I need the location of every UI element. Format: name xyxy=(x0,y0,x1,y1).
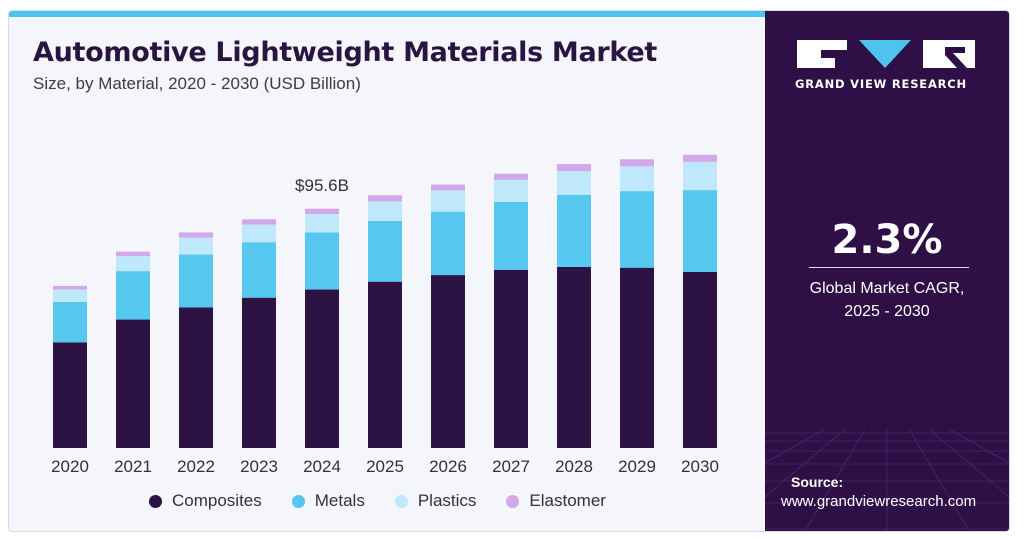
bar-elastomer-2028 xyxy=(557,164,591,172)
bar-elastomer-2021 xyxy=(116,251,150,257)
bar-plastics-2027 xyxy=(494,179,528,202)
bar-metals-2021 xyxy=(116,271,150,320)
legend-item-metals: Metals xyxy=(291,491,365,511)
bar-metals-2027 xyxy=(494,201,528,270)
bar-plastics-2028 xyxy=(557,171,591,195)
bar-metals-2029 xyxy=(620,191,654,268)
bar-elastomer-2026 xyxy=(431,184,465,191)
bar-elastomer-2020 xyxy=(53,285,87,290)
x-tick-label-2026: 2026 xyxy=(429,457,467,476)
x-tick-label-2023: 2023 xyxy=(240,457,278,476)
x-tick-label-2022: 2022 xyxy=(177,457,215,476)
x-tick-label-2020: 2020 xyxy=(51,457,89,476)
chart-subtitle: Size, by Material, 2020 - 2030 (USD Bill… xyxy=(33,74,361,93)
bar-plastics-2020 xyxy=(53,289,87,302)
source-title: Source: xyxy=(791,474,844,490)
bar-plastics-2030 xyxy=(683,161,717,191)
bar-composites-2023 xyxy=(242,297,276,448)
bar-metals-2030 xyxy=(683,190,717,272)
bar-composites-2027 xyxy=(494,269,528,448)
legend-swatch xyxy=(394,494,408,508)
chart-title: Automotive Lightweight Materials Market xyxy=(33,37,657,68)
x-tick-label-2027: 2027 xyxy=(492,457,530,476)
bar-elastomer-2030 xyxy=(683,154,717,162)
bar-plastics-2023 xyxy=(242,224,276,243)
bar-composites-2030 xyxy=(683,271,717,448)
bar-metals-2025 xyxy=(368,220,402,282)
side-panel: GRAND VIEW RESEARCH 2.3% Global Market C… xyxy=(765,11,1009,531)
chart-legend: Composites Metals Plastics Elastomer xyxy=(149,489,606,513)
bar-elastomer-2024 xyxy=(305,208,339,215)
grid-floor-graphic xyxy=(765,429,1009,531)
bar-plastics-2025 xyxy=(368,201,402,221)
legend-label: Metals xyxy=(314,491,365,510)
grand-view-research-logo xyxy=(797,40,975,68)
bar-metals-2023 xyxy=(242,242,276,298)
bar-chart: 2020 2021 2022 2023 2024 $95.6B 2025 2026 2027 20… xyxy=(51,154,719,476)
data-label-2024: $95.6B xyxy=(295,176,349,195)
bar-elastomer-2022 xyxy=(179,232,213,238)
bar-elastomer-2027 xyxy=(494,173,528,180)
bar-metals-2026 xyxy=(431,211,465,276)
legend-label: Composites xyxy=(172,491,262,510)
bar-metals-2020 xyxy=(53,301,87,343)
x-tick-label-2028: 2028 xyxy=(555,457,593,476)
bar-elastomer-2029 xyxy=(620,159,654,167)
cagr-label-line2: 2025 - 2030 xyxy=(844,303,930,320)
bar-composites-2021 xyxy=(116,319,150,448)
legend-swatch xyxy=(149,494,162,508)
bar-composites-2028 xyxy=(557,266,591,448)
cagr-label-line1: Global Market CAGR, xyxy=(809,280,965,297)
legend-label: Plastics xyxy=(417,491,477,510)
legend-swatch xyxy=(291,494,305,508)
cagr-divider xyxy=(809,267,969,268)
bar-elastomer-2025 xyxy=(368,195,402,202)
bar-plastics-2024 xyxy=(305,214,339,233)
cagr-value: 2.3% xyxy=(831,217,943,263)
cagr-label: Global Market CAGR, 2025 - 2030 xyxy=(765,277,1009,323)
legend-item-composites: Composites xyxy=(149,491,262,511)
brand-name: GRAND VIEW RESEARCH xyxy=(795,77,967,91)
legend-item-plastics: Plastics xyxy=(394,491,477,511)
accent-bar xyxy=(9,11,765,17)
legend-item-elastomer: Elastomer xyxy=(506,491,606,511)
bar-plastics-2022 xyxy=(179,237,213,255)
x-tick-label-2021: 2021 xyxy=(114,457,152,476)
bar-metals-2022 xyxy=(179,254,213,308)
bar-elastomer-2023 xyxy=(242,219,276,225)
bar-composites-2026 xyxy=(431,275,465,448)
brand: GRAND VIEW RESEARCH xyxy=(795,39,979,91)
legend-swatch xyxy=(506,494,520,508)
legend-label: Elastomer xyxy=(529,491,606,510)
bar-composites-2025 xyxy=(368,281,402,448)
bar-composites-2022 xyxy=(179,307,213,448)
x-tick-label-2024: 2024 xyxy=(303,457,341,476)
bar-composites-2029 xyxy=(620,267,654,448)
bar-composites-2020 xyxy=(53,342,87,448)
bar-plastics-2026 xyxy=(431,190,465,212)
source-link[interactable]: www.grandviewresearch.com xyxy=(781,493,977,510)
x-tick-label-2030: 2030 xyxy=(681,457,719,476)
bar-plastics-2029 xyxy=(620,166,654,192)
bar-metals-2024 xyxy=(305,232,339,290)
x-tick-label-2025: 2025 xyxy=(366,457,404,476)
x-tick-label-2029: 2029 xyxy=(618,457,656,476)
bar-composites-2024 xyxy=(305,289,339,448)
bar-metals-2028 xyxy=(557,194,591,267)
bar-plastics-2021 xyxy=(116,256,150,272)
infographic-card: Automotive Lightweight Materials Market … xyxy=(8,10,1010,532)
